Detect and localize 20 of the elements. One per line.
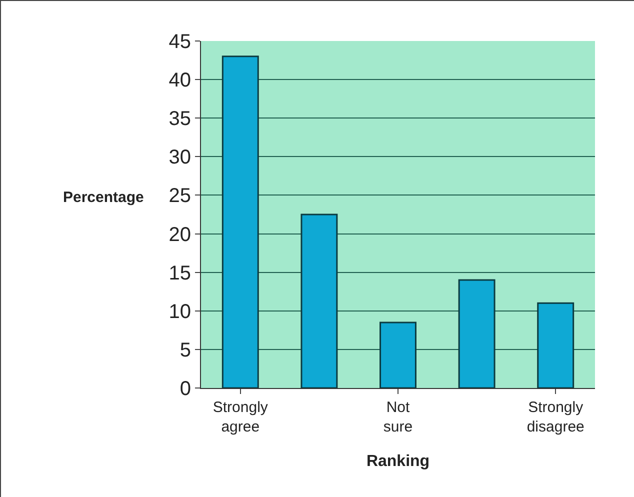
bar [222, 56, 259, 388]
y-tick-label: 40 [168, 70, 191, 92]
y-tick-label: 30 [168, 146, 191, 169]
y-tick-label: 10 [168, 300, 191, 323]
bar [380, 322, 416, 388]
bar [300, 214, 338, 388]
x-tick-label: Not sure [383, 399, 413, 436]
y-tick-label: 0 [180, 378, 191, 400]
bar [458, 279, 496, 388]
y-tick-label: 25 [168, 185, 191, 208]
y-axis-title: Percentage [63, 189, 144, 206]
bar [537, 302, 574, 388]
y-tick-label: 35 [168, 108, 191, 130]
x-tick-label: Strongly disagree [526, 399, 584, 436]
x-axis-title: Ranking [366, 453, 430, 470]
y-tick-label: 45 [168, 31, 191, 53]
y-tick-label: 20 [168, 224, 191, 246]
x-tick-label: Strongly agree [212, 399, 268, 436]
y-tick-label: 5 [180, 339, 191, 362]
y-tick-label: 15 [168, 262, 191, 284]
